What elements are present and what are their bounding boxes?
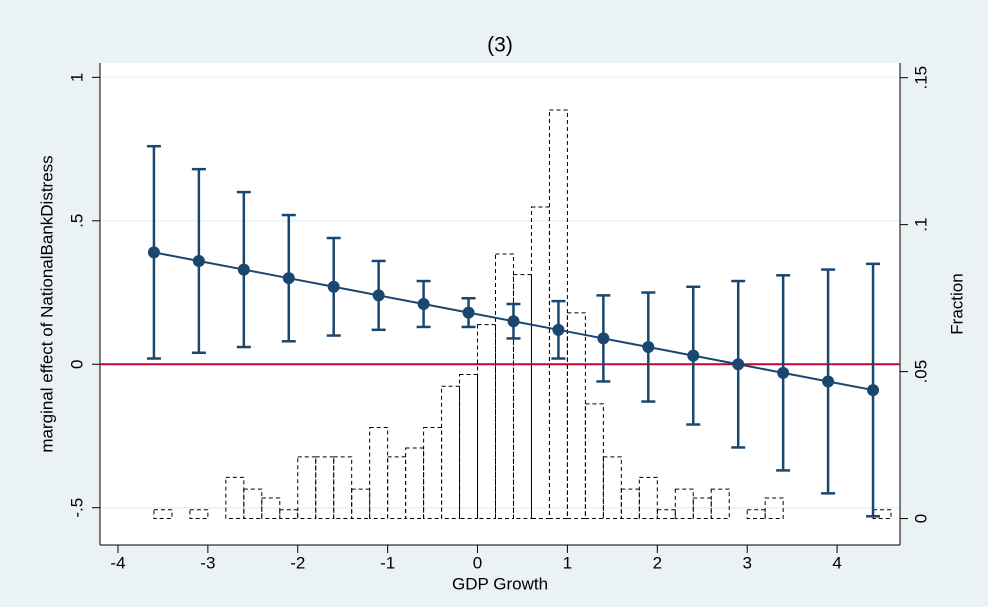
histogram-bar bbox=[297, 456, 317, 520]
y-tick-label: 0 bbox=[67, 360, 86, 369]
y2-tick-label: .1 bbox=[911, 218, 930, 232]
x-tick-label: 0 bbox=[473, 553, 482, 572]
point bbox=[597, 332, 610, 345]
histogram-bar bbox=[764, 497, 784, 520]
plot-area bbox=[100, 63, 900, 545]
y2-tick-label: .15 bbox=[911, 66, 930, 90]
histogram-bar bbox=[477, 324, 497, 520]
histogram-bar bbox=[279, 509, 299, 520]
histogram-bar bbox=[710, 488, 730, 520]
point bbox=[732, 358, 745, 371]
point bbox=[642, 341, 655, 354]
histogram-bar bbox=[261, 497, 281, 520]
histogram-bar bbox=[530, 206, 550, 520]
x-tick-label: -4 bbox=[110, 553, 125, 572]
x-tick-label: -3 bbox=[200, 553, 215, 572]
y2-axis-title: Fraction bbox=[947, 273, 966, 334]
point bbox=[372, 289, 385, 302]
y-tick-label: 1 bbox=[67, 73, 86, 82]
histogram-bar bbox=[602, 456, 622, 520]
x-axis-title: GDP Growth bbox=[452, 574, 548, 593]
x-tick-label: -1 bbox=[380, 553, 395, 572]
x-tick-label: 2 bbox=[653, 553, 662, 572]
histogram-bar bbox=[656, 509, 676, 520]
point bbox=[282, 272, 295, 285]
histogram-bar bbox=[333, 456, 353, 520]
point bbox=[192, 254, 205, 267]
point bbox=[822, 375, 835, 388]
point bbox=[777, 366, 790, 379]
histogram-bar bbox=[189, 509, 209, 520]
chart-title: (3) bbox=[487, 34, 513, 57]
histogram-bar bbox=[692, 497, 712, 520]
y-tick-label: -.5 bbox=[67, 498, 86, 518]
x-tick-label: 1 bbox=[563, 553, 572, 572]
histogram-bar bbox=[405, 447, 425, 520]
histogram-bar bbox=[153, 509, 173, 520]
histogram-bar bbox=[620, 488, 640, 520]
point bbox=[867, 384, 880, 397]
histogram-bar bbox=[387, 456, 407, 520]
point bbox=[417, 298, 430, 310]
y-axis-title: marginal effect of NationalBankDistress bbox=[37, 155, 56, 452]
histogram-bar bbox=[548, 109, 568, 520]
point bbox=[237, 263, 250, 276]
y2-tick-label: 0 bbox=[911, 514, 930, 523]
histogram-bar bbox=[495, 253, 514, 520]
histogram-bar bbox=[674, 488, 694, 520]
point bbox=[327, 280, 340, 293]
x-tick-label: -2 bbox=[290, 553, 305, 572]
point bbox=[507, 315, 520, 328]
histogram-bar bbox=[351, 488, 371, 520]
y-tick-label: .5 bbox=[67, 214, 86, 228]
x-tick-label: 4 bbox=[832, 553, 841, 572]
histogram-bar bbox=[638, 476, 658, 520]
histogram-bar bbox=[512, 274, 532, 520]
histogram-bar bbox=[315, 456, 335, 520]
point bbox=[687, 349, 700, 362]
point bbox=[462, 306, 475, 319]
histogram-bar bbox=[243, 488, 263, 520]
point bbox=[147, 246, 160, 259]
y2-tick-label: .05 bbox=[911, 360, 930, 384]
x-tick-label: 3 bbox=[742, 553, 751, 572]
histogram-bar bbox=[459, 374, 479, 520]
point bbox=[552, 323, 565, 336]
histogram-bar bbox=[584, 403, 604, 520]
histogram-bar bbox=[746, 509, 766, 520]
